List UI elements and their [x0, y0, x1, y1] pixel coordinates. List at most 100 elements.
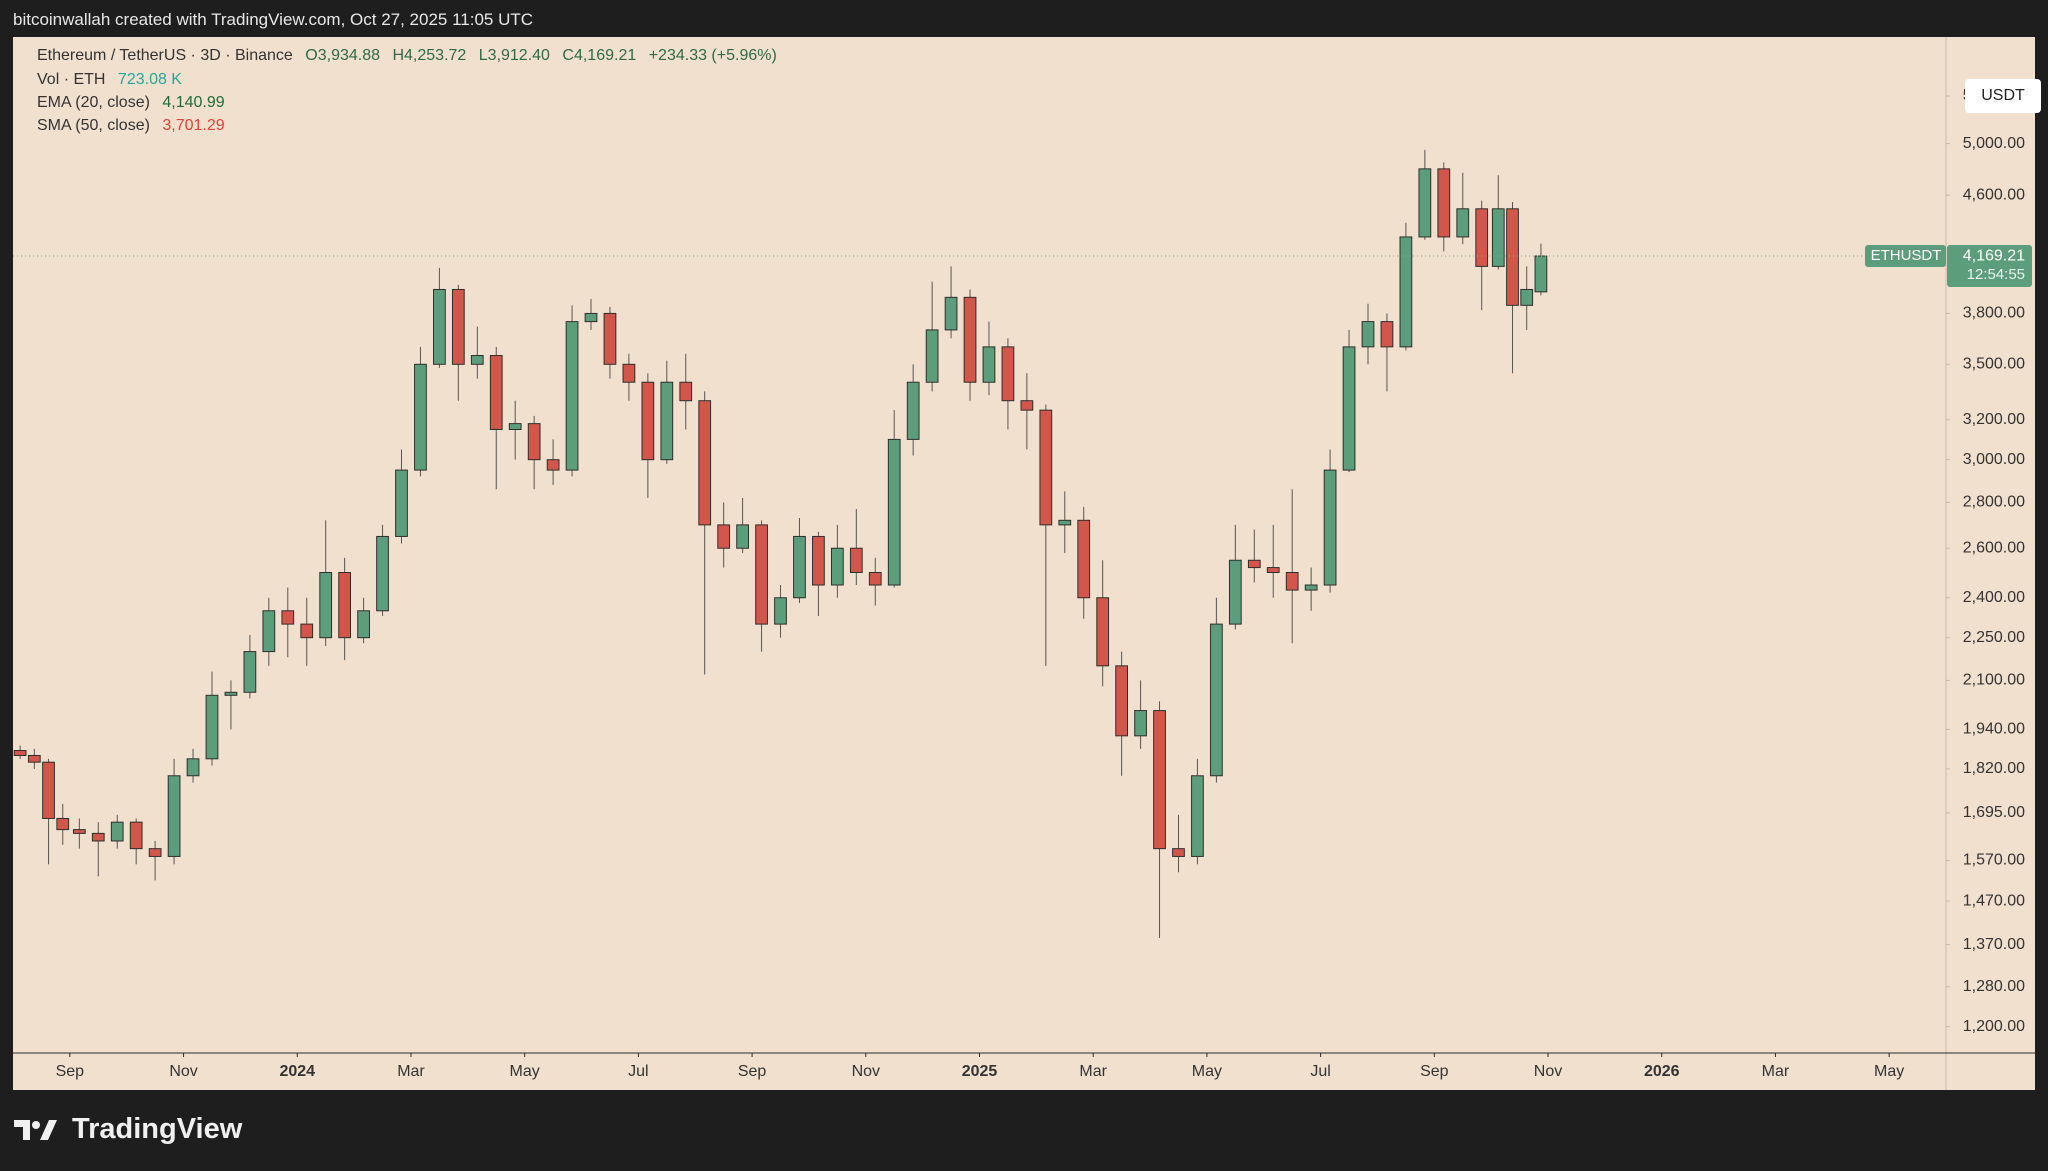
- candle: [774, 585, 787, 638]
- candle-body: [982, 346, 996, 383]
- candle-body: [72, 829, 86, 834]
- candle: [42, 758, 55, 865]
- candle: [1304, 567, 1318, 611]
- sma-value: 3,701.29: [162, 117, 225, 134]
- candle: [1191, 758, 1204, 865]
- candle: [660, 360, 674, 464]
- candle-body: [414, 363, 427, 471]
- candle-body: [451, 288, 465, 365]
- candle: [1172, 814, 1185, 873]
- y-tick-label: 1,570.00: [1963, 852, 2025, 869]
- candle: [698, 391, 712, 675]
- candle: [1020, 373, 1034, 450]
- candle: [338, 557, 352, 661]
- candle: [243, 634, 257, 699]
- candle-body: [736, 524, 749, 549]
- y-tick-label: 1,695.00: [1963, 804, 2025, 821]
- candle: [622, 353, 636, 401]
- candle-body: [1342, 346, 1356, 471]
- candle-body: [887, 438, 901, 586]
- candle-body: [489, 355, 503, 430]
- candle: [1361, 303, 1375, 365]
- candle-body: [1380, 321, 1394, 348]
- candle: [1456, 172, 1470, 245]
- candle-body: [91, 832, 105, 842]
- candle: [527, 415, 541, 490]
- candle-body: [622, 363, 636, 383]
- candle: [148, 840, 162, 881]
- candle-body: [1153, 710, 1166, 850]
- candle-body: [925, 329, 939, 383]
- ohlc-high: H4,253.72: [392, 47, 467, 64]
- candle-body: [27, 754, 41, 763]
- y-tick-label: 1,200.00: [1963, 1018, 2025, 1035]
- chart: 1,200.00 1,280.00 1,370.00 1,470.00 1,570.00…: [13, 37, 2035, 1090]
- brand: TradingView: [72, 1113, 243, 1145]
- candle-body: [1020, 400, 1034, 411]
- candle: [414, 346, 427, 477]
- candle: [470, 326, 484, 379]
- candle-body: [338, 572, 352, 639]
- candle: [110, 814, 124, 849]
- candle-body: [433, 288, 446, 365]
- candle-body: [698, 400, 712, 526]
- candle: [717, 502, 731, 568]
- candle: [1534, 243, 1548, 296]
- candle-body: [1001, 346, 1015, 402]
- candle-body: [1520, 288, 1534, 306]
- candle-body: [1228, 559, 1242, 625]
- candle: [56, 803, 70, 845]
- y-tick-label: 3,500.00: [1963, 356, 2025, 373]
- candle: [1399, 222, 1413, 351]
- candle-body: [262, 610, 276, 653]
- candle-body: [1534, 255, 1548, 293]
- x-tick-label: 2024: [279, 1063, 315, 1080]
- candle: [300, 597, 314, 666]
- y-tick-label: 1,820.00: [1963, 760, 2025, 777]
- y-tick-label: 2,800.00: [1963, 494, 2025, 511]
- candle-body: [565, 321, 579, 471]
- candle-body: [1210, 623, 1223, 777]
- candle-body: [963, 296, 977, 383]
- candle-body: [774, 597, 787, 625]
- candle-body: [376, 535, 389, 612]
- candle: [641, 373, 655, 498]
- ohlc-low: L3,912.40: [478, 47, 550, 64]
- candle-body: [1077, 519, 1091, 599]
- candle: [186, 748, 200, 783]
- candle: [13, 745, 27, 759]
- candle-body: [1058, 519, 1072, 526]
- candle: [793, 518, 806, 603]
- candle: [72, 818, 86, 849]
- y-tick-label: 1,280.00: [1963, 978, 2025, 995]
- candle: [1115, 651, 1129, 776]
- candle: [224, 680, 238, 730]
- x-tick-label: Mar: [1079, 1063, 1107, 1080]
- candle-body: [830, 547, 844, 586]
- x-tick-label: 2026: [1644, 1063, 1680, 1080]
- candle-body: [1361, 321, 1375, 348]
- candle: [1380, 313, 1394, 392]
- currency-button[interactable]: USDT: [1965, 79, 2041, 113]
- candle: [1285, 489, 1299, 644]
- symbol-tag: [1865, 245, 1946, 268]
- candle-body: [1266, 567, 1280, 574]
- ohlc-open: O3,934.88: [305, 47, 381, 64]
- candle-body: [1323, 469, 1337, 586]
- candle: [603, 306, 617, 379]
- candle: [1153, 701, 1166, 938]
- x-tick-label: Jul: [1310, 1063, 1330, 1080]
- candle-body: [1115, 665, 1129, 737]
- y-tick-label: 2,600.00: [1963, 539, 2025, 556]
- symbol: Ethereum / TetherUS · 3D · Binance: [37, 47, 293, 64]
- candle-body: [1506, 208, 1519, 306]
- candle-body: [1437, 168, 1451, 238]
- candle-body: [1247, 559, 1261, 569]
- candle: [319, 520, 333, 647]
- candle-body: [1285, 572, 1299, 591]
- candle: [1039, 404, 1053, 666]
- candle: [508, 400, 522, 460]
- candle: [451, 284, 465, 401]
- y-tick-label: 2,250.00: [1963, 629, 2025, 646]
